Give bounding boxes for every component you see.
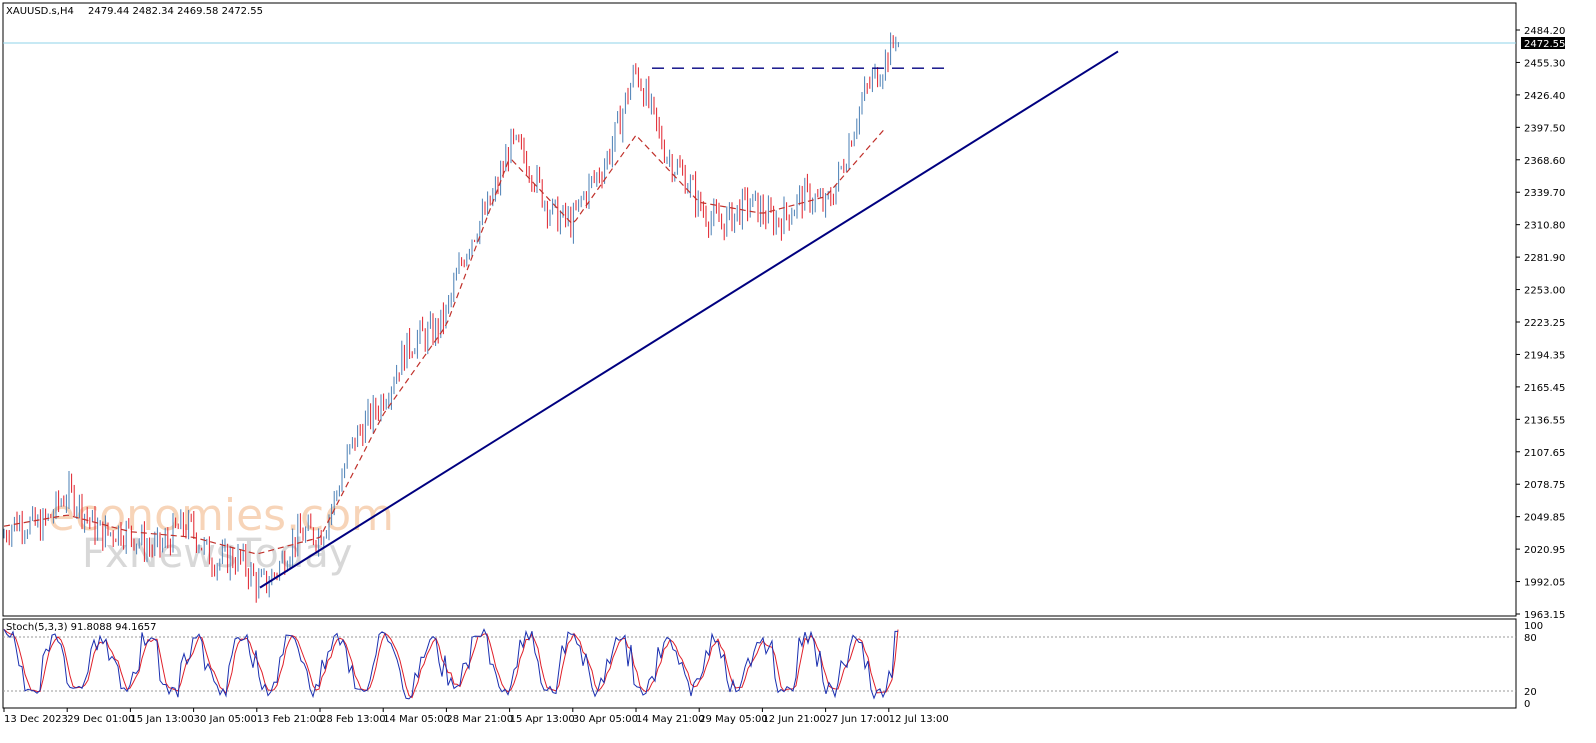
candles-group <box>3 32 899 603</box>
price-tick-label: 2194.35 <box>1524 350 1565 361</box>
price-tick-label: 2136.55 <box>1524 415 1565 426</box>
price-tick-label: 2078.75 <box>1524 480 1565 491</box>
price-tick-label: 2049.85 <box>1524 513 1565 524</box>
price-tick-label: 2020.95 <box>1524 545 1565 556</box>
price-tick-label: 2223.25 <box>1524 318 1565 329</box>
price-tick-label: 1963.15 <box>1524 610 1565 621</box>
time-tick-label: 13 Feb 21:00 <box>257 714 323 725</box>
symbol-label: XAUUSD.s,H4 <box>6 6 74 17</box>
price-tick-label: 2107.65 <box>1524 448 1565 459</box>
time-tick-label: 27 Jun 17:00 <box>826 714 890 725</box>
price-tick-label: 2310.80 <box>1524 221 1565 232</box>
price-tick-label: 1992.05 <box>1524 578 1565 589</box>
time-tick-label: 28 Feb 13:00 <box>320 714 386 725</box>
time-tick-label: 28 Mar 21:00 <box>446 714 513 725</box>
current-price-badge <box>1521 37 1565 49</box>
osc-tick-label: 0 <box>1524 699 1530 710</box>
stoch-main-line <box>3 628 898 700</box>
time-tick-label: 15 Apr 13:00 <box>510 714 575 725</box>
price-tick-label: 2455.30 <box>1524 58 1565 69</box>
time-tick-label: 15 Jan 13:00 <box>130 714 193 725</box>
price-tick-label: 2339.70 <box>1524 188 1565 199</box>
stoch-label: Stoch(5,3,3) 91.8088 94.1657 <box>6 622 157 633</box>
price-tick-label: 2368.60 <box>1524 156 1565 167</box>
ascending-trendline[interactable] <box>259 50 1119 589</box>
price-tick-label: 2484.20 <box>1524 26 1565 37</box>
price-tick-label: 2426.40 <box>1524 91 1565 102</box>
time-tick-label: 29 Dec 01:00 <box>67 714 134 725</box>
price-axis: 2484.20 2455.30 2426.40 2397.50 2368.60 2339.… <box>1516 26 1565 621</box>
price-tick-label: 2253.00 <box>1524 286 1565 297</box>
stochastic-lines <box>3 628 899 700</box>
price-tick-label: 2397.50 <box>1524 123 1565 134</box>
osc-tick-label: 20 <box>1524 687 1537 698</box>
time-tick-label: 14 May 21:00 <box>636 714 705 725</box>
stoch-signal-line <box>3 629 899 699</box>
time-tick-label: 14 Mar 05:00 <box>383 714 450 725</box>
price-tick-label: 2281.90 <box>1524 253 1565 264</box>
oscillator-frame <box>2 618 1517 709</box>
time-tick-label: 12 Jul 13:00 <box>889 714 949 725</box>
main-chart-frame <box>2 2 1517 617</box>
price-tick-label: 2165.45 <box>1524 383 1565 394</box>
osc-tick-label: 80 <box>1524 633 1537 644</box>
time-tick-label: 12 Jun 21:00 <box>762 714 826 725</box>
time-tick-label: 30 Jan 05:00 <box>194 714 257 725</box>
time-tick-label: 29 May 05:00 <box>699 714 768 725</box>
current-price-label: 2472.55 <box>1524 39 1565 50</box>
osc-tick-label: 100 <box>1524 621 1543 632</box>
time-tick-label: 30 Apr 05:00 <box>573 714 638 725</box>
time-tick-label: 13 Dec 2023 <box>4 714 68 725</box>
ohlc-readout: 2479.44 2482.34 2469.58 2472.55 <box>88 6 263 17</box>
